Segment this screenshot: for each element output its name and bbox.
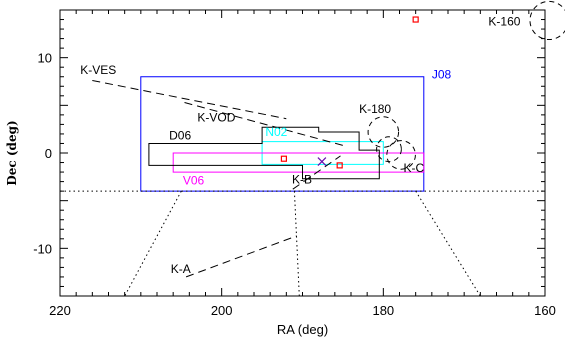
y-tick-label: 10 [38, 51, 52, 66]
cross-marker [317, 157, 327, 167]
annotation-k-180: K-180 [359, 102, 391, 116]
y-tick-labels: 10 0 -10 [33, 51, 52, 257]
annotation-v06: V06 [183, 173, 205, 187]
square-marker [412, 16, 419, 23]
axes-layer: 220 200 180 160 10 0 -10 RA (deg) Dec (deg) [5, 9, 556, 337]
annotation-k-vod: K-VOD [197, 111, 235, 125]
x-axis-label: RA (deg) [277, 322, 328, 337]
dotted-line-6 [293, 191, 300, 297]
x-tick-label: 180 [372, 303, 394, 318]
square-marker [336, 162, 343, 169]
region-n02 [261, 141, 384, 165]
circle-k-180 [367, 116, 400, 148]
annotation-k-c: K-C [404, 161, 425, 175]
y-axis-label: Dec (deg) [5, 120, 19, 185]
annotation-j08: J08 [432, 68, 452, 82]
x-tick-label: 200 [211, 303, 233, 318]
line-k-b [292, 155, 341, 190]
square-marker [280, 155, 288, 162]
annotation-d06: D06 [169, 129, 191, 143]
dotted-line-5 [124, 190, 182, 297]
plot-layer: J08 N02 V06 D06 K-VES K-VOD K-B K-A K-180 K-C K-16… [60, 0, 565, 297]
dotted-line-7 [415, 190, 481, 297]
x-tick-labels: 220 200 180 160 [49, 303, 556, 318]
annotation-k-ves: K-VES [80, 63, 116, 77]
y-tick-label: -10 [33, 241, 52, 256]
annotation-k-a: K-A [171, 262, 191, 276]
line-k-a [185, 235, 297, 278]
y-tick-label: 0 [45, 146, 52, 161]
x-tick-label: 160 [534, 303, 556, 318]
x-tick-label: 220 [49, 303, 71, 318]
annotation-k-160: K-160 [488, 14, 520, 28]
circle-k-c [386, 140, 416, 170]
region-v06 [172, 152, 425, 173]
circle-k-160 [529, 0, 565, 41]
region-j08 [140, 76, 425, 192]
line-k-ves [92, 80, 287, 120]
circle-field-2 [376, 136, 402, 163]
tick-marks [59, 9, 546, 297]
line-k-vod [184, 102, 344, 146]
annotation-k-b: K-B [292, 173, 312, 187]
annotation-n02: N02 [265, 125, 287, 139]
region-d06 [148, 126, 380, 180]
